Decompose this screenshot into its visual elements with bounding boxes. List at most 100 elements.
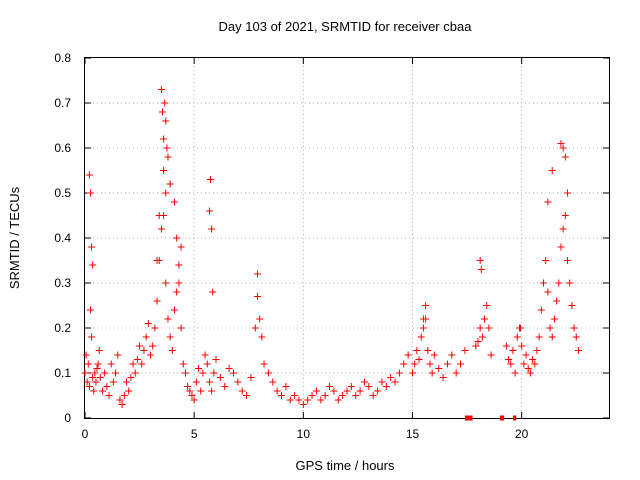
data-point bbox=[356, 387, 364, 395]
data-point bbox=[84, 360, 92, 368]
data-point bbox=[142, 333, 150, 341]
data-point bbox=[419, 315, 427, 323]
data-point bbox=[439, 374, 447, 381]
data-point bbox=[561, 212, 569, 219]
data-point bbox=[173, 288, 181, 296]
data-points bbox=[81, 86, 582, 408]
data-point bbox=[256, 315, 264, 323]
data-point bbox=[411, 360, 419, 368]
data-point bbox=[93, 365, 101, 372]
data-point bbox=[90, 387, 98, 395]
data-point bbox=[144, 320, 152, 327]
data-point bbox=[295, 396, 303, 404]
data-point bbox=[85, 383, 93, 390]
data-point bbox=[247, 374, 255, 381]
data-point bbox=[330, 387, 338, 395]
data-point bbox=[452, 369, 460, 377]
data-point bbox=[304, 396, 312, 404]
data-point bbox=[553, 297, 561, 305]
tick-labels: 0 5 10 15 20 0 0.1 0.2 0.3 0.4 0.5 0.6 0.7 0.8 bbox=[54, 51, 528, 441]
data-point bbox=[175, 279, 183, 287]
y-axis-label: SRMTID / TECUs bbox=[7, 186, 22, 289]
data-point bbox=[472, 342, 480, 350]
data-point bbox=[129, 360, 137, 368]
data-point bbox=[203, 360, 211, 368]
data-point bbox=[122, 378, 130, 386]
data-point bbox=[160, 212, 168, 219]
data-point bbox=[212, 356, 220, 363]
data-point bbox=[520, 360, 528, 368]
data-point bbox=[360, 378, 368, 386]
data-point bbox=[86, 306, 94, 314]
data-point bbox=[422, 302, 430, 309]
data-point bbox=[509, 347, 517, 354]
data-point bbox=[197, 387, 205, 395]
data-point bbox=[157, 86, 165, 93]
data-point bbox=[478, 333, 486, 341]
data-point bbox=[95, 347, 103, 354]
data-point bbox=[208, 387, 216, 395]
data-point bbox=[369, 392, 377, 399]
data-point bbox=[347, 383, 355, 390]
data-point bbox=[210, 369, 218, 377]
data-point bbox=[533, 347, 541, 354]
data-point bbox=[96, 374, 104, 381]
data-point bbox=[207, 176, 215, 183]
data-point bbox=[264, 369, 272, 377]
data-point bbox=[116, 396, 124, 404]
chart-title: Day 103 of 2021, SRMTID for receiver cba… bbox=[219, 19, 473, 34]
data-point bbox=[542, 257, 550, 264]
data-point bbox=[92, 378, 100, 386]
data-point bbox=[253, 270, 261, 278]
data-point bbox=[229, 369, 237, 377]
data-point bbox=[559, 225, 567, 233]
data-point bbox=[153, 257, 161, 264]
data-point bbox=[544, 198, 552, 206]
y-tick-label: 0.4 bbox=[54, 231, 71, 245]
data-point bbox=[94, 360, 102, 368]
data-point bbox=[105, 392, 113, 399]
data-point bbox=[162, 189, 170, 197]
data-point bbox=[181, 369, 189, 377]
data-point bbox=[413, 347, 421, 354]
y-tick-label: 0.8 bbox=[54, 51, 71, 65]
data-point bbox=[258, 333, 266, 341]
data-point bbox=[415, 356, 423, 363]
data-point bbox=[86, 189, 94, 197]
data-point bbox=[308, 392, 316, 399]
data-point bbox=[477, 266, 485, 273]
data-point bbox=[448, 351, 456, 359]
x-tick-label: 15 bbox=[406, 427, 420, 441]
data-gaps bbox=[464, 415, 517, 421]
data-point bbox=[205, 207, 213, 215]
data-point bbox=[507, 360, 515, 368]
data-point bbox=[260, 360, 268, 368]
data-point bbox=[400, 360, 408, 368]
data-point bbox=[559, 144, 567, 152]
data-point bbox=[566, 279, 574, 287]
data-point bbox=[168, 347, 176, 354]
data-point bbox=[334, 396, 342, 404]
data-point bbox=[291, 392, 299, 399]
data-point bbox=[513, 333, 521, 341]
data-point bbox=[184, 383, 192, 390]
data-point bbox=[564, 189, 572, 197]
data-point bbox=[118, 401, 126, 408]
data-point bbox=[391, 378, 399, 386]
data-point bbox=[120, 392, 128, 399]
data-point bbox=[387, 374, 395, 381]
data-point bbox=[487, 351, 495, 359]
data-point bbox=[365, 383, 373, 390]
y-tick-label: 0.7 bbox=[54, 96, 71, 110]
data-gap-marker bbox=[512, 415, 517, 421]
data-point bbox=[163, 144, 171, 152]
data-point bbox=[417, 333, 425, 341]
data-point bbox=[162, 279, 170, 287]
data-point bbox=[524, 365, 532, 372]
data-point bbox=[317, 396, 325, 404]
data-point bbox=[286, 396, 294, 404]
data-gap-marker bbox=[499, 415, 505, 421]
data-point bbox=[88, 333, 96, 341]
data-point bbox=[568, 302, 576, 309]
